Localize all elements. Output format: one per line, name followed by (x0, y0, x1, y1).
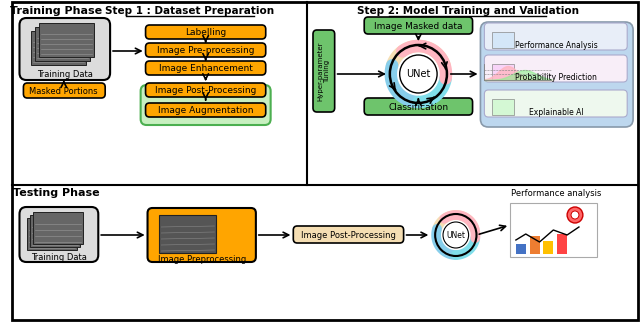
Bar (557, 234, 567, 254)
Text: Image Augmentation: Image Augmentation (158, 106, 253, 115)
FancyBboxPatch shape (145, 25, 266, 39)
Text: Probability Prediction: Probability Prediction (515, 72, 597, 81)
Text: Performance Analysis: Performance Analysis (515, 41, 598, 50)
FancyBboxPatch shape (145, 61, 266, 75)
Text: Explainable AI: Explainable AI (529, 108, 584, 117)
Text: Image Post-Processing: Image Post-Processing (301, 231, 396, 240)
FancyBboxPatch shape (141, 85, 271, 125)
FancyBboxPatch shape (364, 98, 472, 115)
Text: UNet: UNet (446, 231, 465, 240)
Text: Hyper-parameter
Tuning: Hyper-parameter Tuning (317, 41, 330, 101)
Bar (33, 212, 83, 244)
Text: Image Preprocessing: Image Preprocessing (157, 254, 246, 263)
Text: Image Post-Processing: Image Post-Processing (155, 86, 257, 94)
Bar (35, 27, 90, 61)
Text: Training Data: Training Data (31, 252, 87, 261)
Bar (28, 218, 77, 250)
FancyBboxPatch shape (145, 83, 266, 97)
Text: UNet: UNet (406, 69, 431, 79)
Text: Image Pre-processing: Image Pre-processing (157, 45, 254, 54)
FancyBboxPatch shape (484, 55, 627, 82)
FancyBboxPatch shape (19, 18, 110, 80)
Text: Testing Phase: Testing Phase (13, 188, 99, 198)
Bar (492, 32, 514, 48)
Bar (30, 215, 79, 247)
FancyBboxPatch shape (313, 30, 335, 112)
Bar (516, 244, 525, 254)
Bar (31, 31, 86, 65)
Circle shape (443, 222, 468, 248)
FancyBboxPatch shape (148, 208, 256, 262)
FancyBboxPatch shape (145, 103, 266, 117)
Text: Training Phase: Training Phase (10, 6, 102, 16)
Text: Training Data: Training Data (37, 70, 93, 79)
Bar (159, 215, 216, 253)
Bar (510, 203, 596, 257)
Bar (543, 241, 554, 254)
FancyBboxPatch shape (293, 226, 404, 243)
FancyBboxPatch shape (24, 83, 105, 98)
Bar (492, 99, 514, 115)
Circle shape (571, 211, 579, 219)
FancyBboxPatch shape (19, 207, 99, 262)
FancyBboxPatch shape (484, 90, 627, 117)
Circle shape (399, 55, 437, 93)
Text: Classification: Classification (388, 102, 449, 111)
FancyBboxPatch shape (364, 17, 472, 34)
Text: Step 1 : Dataset Preparation: Step 1 : Dataset Preparation (106, 6, 275, 16)
FancyBboxPatch shape (484, 23, 627, 50)
Bar (492, 64, 514, 80)
Text: Performance analysis: Performance analysis (511, 190, 602, 198)
Text: Masked Portions: Masked Portions (29, 87, 98, 96)
Text: Image Masked data: Image Masked data (374, 22, 463, 31)
Circle shape (567, 207, 583, 223)
Text: Labelling: Labelling (185, 27, 227, 36)
Bar (530, 236, 540, 254)
FancyBboxPatch shape (481, 22, 633, 127)
Text: Image Enhancement: Image Enhancement (159, 63, 253, 72)
Text: Step 2: Model Training and Validation: Step 2: Model Training and Validation (356, 6, 579, 16)
Bar (39, 23, 94, 57)
FancyBboxPatch shape (145, 43, 266, 57)
